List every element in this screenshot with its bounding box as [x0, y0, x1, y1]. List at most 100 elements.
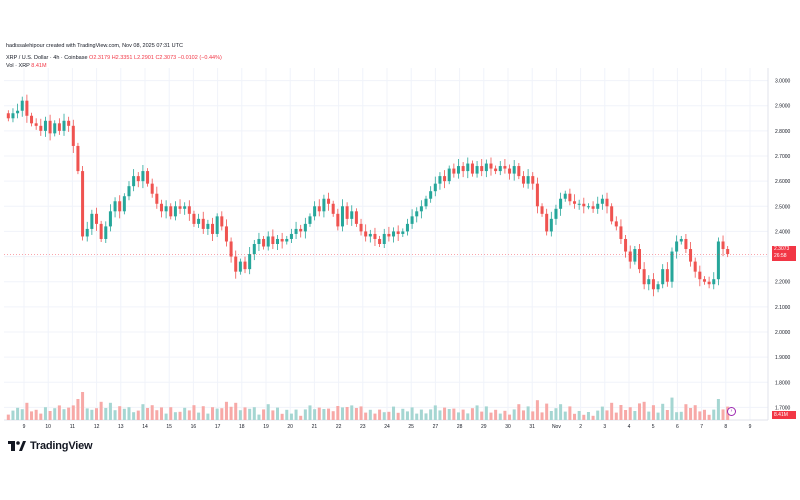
volume-bar — [30, 411, 34, 420]
candle-body — [20, 100, 24, 111]
candle-body — [656, 284, 660, 290]
volume-bar — [34, 409, 38, 420]
candle-body — [702, 279, 706, 282]
candle-body — [81, 171, 85, 237]
volume-bar — [721, 409, 725, 420]
candle-body — [517, 166, 521, 177]
volume-bar — [526, 406, 530, 420]
volume-bar — [248, 408, 252, 420]
candle-body — [132, 176, 136, 187]
candle-body — [252, 244, 256, 255]
volume-bar — [410, 407, 414, 420]
volume-bar — [642, 401, 646, 420]
candle-body — [16, 110, 20, 114]
volume-bar — [577, 411, 581, 420]
candle-body — [586, 206, 590, 208]
candle-body — [141, 171, 145, 182]
volume-bar — [424, 413, 428, 420]
candle-body — [535, 183, 539, 207]
volume-bar — [243, 407, 247, 420]
volume-bar — [503, 410, 507, 420]
volume-bar — [665, 410, 669, 420]
volume-bar — [294, 409, 298, 420]
volume-bar — [521, 410, 525, 420]
volume-bar — [614, 412, 618, 420]
volume-bar — [670, 397, 674, 420]
last-price-value: 2.3073 — [774, 246, 790, 252]
volume-bar — [215, 408, 219, 420]
candle-body — [382, 233, 386, 244]
candle-body — [424, 198, 428, 207]
candle-body — [331, 203, 335, 214]
y-tick-label: 2.9000 — [775, 104, 791, 110]
x-tick-label: 8 — [724, 424, 727, 430]
candle-body — [39, 125, 43, 131]
y-tick-label: 2.4000 — [775, 229, 791, 235]
volume-bar — [238, 410, 242, 420]
volume-bar — [48, 411, 52, 420]
candle-body — [540, 206, 544, 214]
volume-bar — [484, 406, 488, 420]
volume-bar — [183, 407, 187, 420]
volume-bar — [20, 409, 24, 420]
candle-body — [693, 261, 697, 272]
candle-body — [466, 163, 470, 172]
x-tick-label: 25 — [408, 424, 414, 430]
ohlc-change: −0.0102 (−0.44%) — [177, 55, 222, 61]
volume-bar — [591, 415, 595, 420]
candle-body — [94, 213, 99, 224]
candle-body — [354, 211, 358, 224]
volume-bar — [373, 413, 377, 420]
volume-bar — [392, 406, 396, 420]
candle-body — [461, 166, 465, 172]
volume-bar — [559, 404, 563, 420]
volume-bar — [619, 405, 623, 420]
candle-body — [150, 183, 154, 194]
candle-body — [433, 183, 437, 192]
candle-body — [577, 203, 581, 205]
volume-bar — [637, 403, 642, 420]
candle-body — [526, 176, 530, 184]
candle-body — [62, 120, 66, 131]
volume-value: 8.41M — [31, 63, 47, 69]
ohlc-open: O2.3179 — [89, 55, 111, 61]
candle-body — [419, 206, 423, 212]
volume-bar — [211, 407, 215, 420]
volume-bar — [299, 415, 303, 420]
candle-body — [6, 113, 10, 119]
candle-body — [313, 206, 317, 217]
candle-body — [201, 218, 205, 229]
candle-body — [146, 171, 150, 184]
go-to-realtime-button[interactable]: › — [727, 407, 736, 416]
candle-body — [118, 201, 122, 212]
x-tick-label: 21 — [312, 424, 318, 430]
volume-bar — [693, 405, 697, 420]
x-tick-label: 16 — [191, 424, 197, 430]
candle-body — [173, 206, 177, 217]
volume-bar — [582, 414, 586, 420]
y-tick-label: 2.8000 — [775, 129, 791, 135]
candle-body — [90, 213, 94, 229]
volume-bar — [517, 404, 521, 420]
x-tick-label: 9 — [749, 424, 752, 430]
candle-body — [243, 261, 247, 270]
candle-body — [30, 115, 34, 124]
volume-bar — [475, 405, 479, 420]
volume-bar — [382, 412, 386, 420]
candle-body — [707, 281, 711, 285]
volume-bar — [586, 412, 590, 420]
candle-body — [122, 196, 126, 212]
x-tick-label: 10 — [45, 424, 51, 430]
x-tick-label: 30 — [505, 424, 511, 430]
candle-body — [670, 251, 674, 282]
candle-body — [322, 198, 326, 212]
volume-bar — [656, 412, 660, 420]
volume-bar — [178, 411, 182, 420]
candle-body — [340, 206, 344, 227]
candle-body — [633, 249, 637, 262]
volume-bar — [359, 406, 363, 420]
candle-body — [415, 211, 419, 217]
ohlc-close: C2.3073 — [155, 55, 177, 61]
candle-body — [712, 279, 716, 285]
